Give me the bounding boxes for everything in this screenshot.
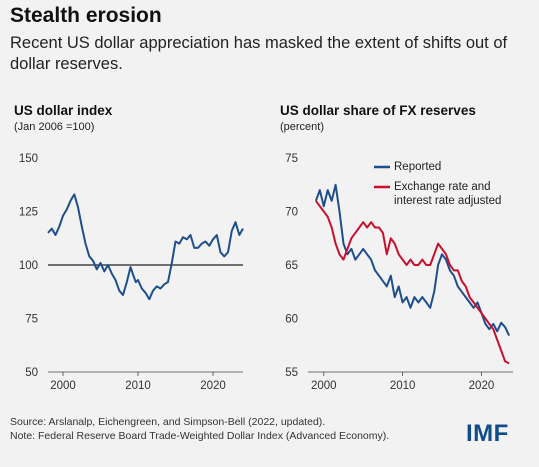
right-panel-subtitle: (percent)	[280, 121, 325, 133]
y-tick-label: 75	[25, 314, 38, 326]
chart-subtitle: Recent US dollar appreciation has masked…	[10, 34, 508, 73]
x-tick-label: 2000	[50, 380, 76, 392]
y-tick-label: 60	[285, 314, 298, 326]
x-tick-label: 2010	[390, 380, 416, 392]
chart-panel-0: 50 75 100 125 150 2000 2010 2020	[19, 153, 244, 392]
left-panel-title: US dollar index	[14, 103, 113, 118]
y-tick-label: 65	[285, 260, 298, 272]
x-tick-label: 2020	[200, 380, 226, 392]
footnote: Note: Federal Reserve Board Trade-Weight…	[10, 430, 390, 442]
x-tick-label: 2000	[311, 380, 337, 392]
x-tick-label: 2020	[469, 380, 495, 392]
y-tick-label: 75	[285, 153, 298, 165]
left-panel-subtitle: (Jan 2006 =100)	[14, 121, 95, 133]
y-tick-label: 100	[19, 260, 38, 272]
chart-title: Stealth erosion	[10, 4, 162, 27]
imf-logo: IMF	[466, 420, 509, 447]
y-tick-label: 50	[25, 367, 38, 379]
x-tick-label: 2010	[125, 380, 151, 392]
y-tick-label: 70	[285, 207, 298, 219]
series-line-reported	[314, 183, 511, 337]
y-tick-label: 55	[285, 367, 298, 379]
y-tick-label: 125	[19, 207, 38, 219]
right-panel-title: US dollar share of FX reserves	[280, 103, 476, 118]
legend-label: Reported	[394, 161, 441, 173]
legend-label: interest rate adjusted	[394, 195, 501, 207]
chart-panel-1: 55 60 65 70 75 2000 2010 2020 Reported Exchange r…	[285, 153, 513, 392]
footer: Source: Arslanalp, Eichengreen, and Simp…	[10, 415, 450, 443]
series-line-exchange	[315, 200, 510, 365]
y-tick-label: 150	[19, 153, 38, 165]
series-line-index	[47, 193, 244, 301]
source-note: Source: Arslanalp, Eichengreen, and Simp…	[10, 416, 326, 428]
legend-label: Exchange rate and	[394, 181, 491, 193]
